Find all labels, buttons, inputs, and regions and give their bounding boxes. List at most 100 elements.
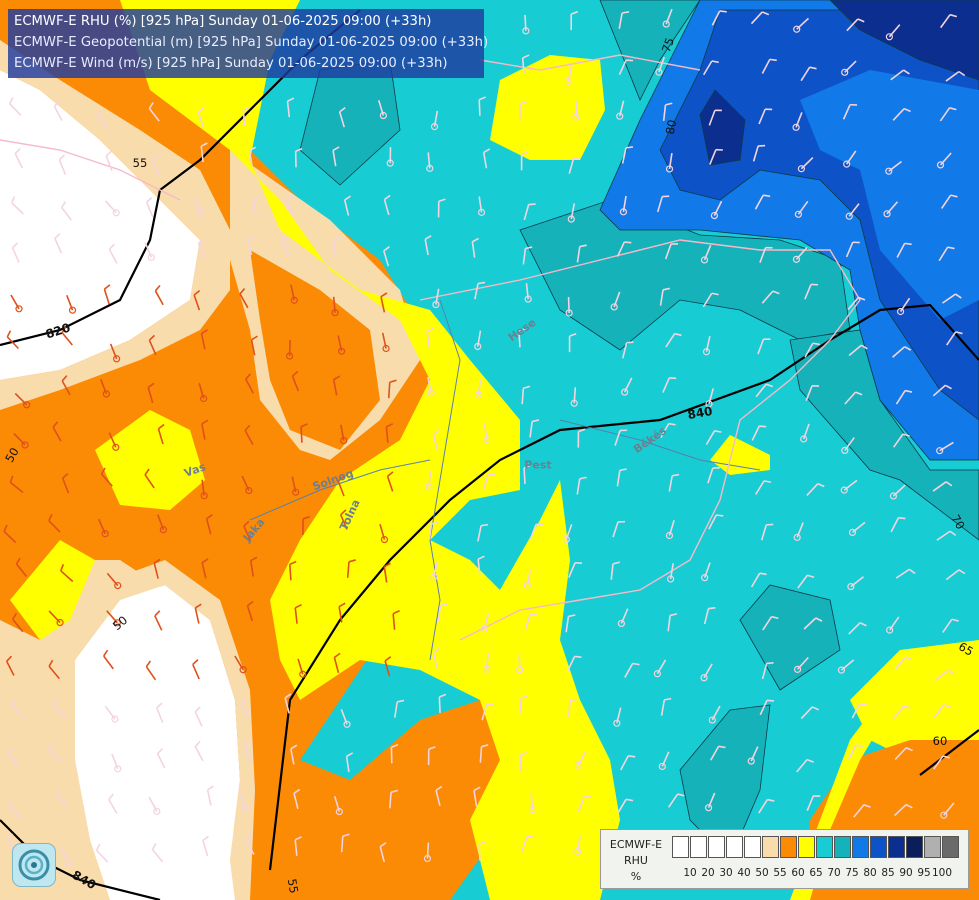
wind-barb-icon: [804, 284, 812, 300]
wind-barb-icon: [111, 753, 119, 770]
wind-barb-icon: [903, 705, 911, 709]
wind-barb-icon: [947, 246, 955, 250]
wind-barb-icon: [850, 576, 864, 588]
wind-barb-icon: [844, 437, 855, 451]
wind-barb-icon: [343, 199, 350, 216]
wind-barb-icon: [519, 697, 522, 714]
wind-barb-icon: [383, 246, 390, 252]
wind-barb-icon: [940, 14, 951, 29]
station-icon: [482, 665, 491, 673]
wind-barb-icon: [899, 297, 911, 312]
wind-barb-icon: [340, 836, 344, 853]
station-icon: [843, 160, 851, 168]
station-icon: [153, 807, 161, 815]
station-icon: [427, 389, 435, 397]
station-icon: [483, 435, 491, 444]
wind-barb-icon: [750, 11, 763, 25]
wind-barb-icon: [703, 663, 713, 679]
wind-barb-icon: [574, 655, 582, 658]
station-icon: [800, 435, 808, 443]
wind-barb-icon: [625, 146, 634, 149]
legend-model: ECMWF-E: [609, 838, 663, 851]
wind-barb-icon: [478, 99, 481, 116]
wind-barb-icon: [9, 806, 23, 819]
wind-barb-icon: [763, 480, 772, 484]
border: [479, 54, 701, 71]
wind-barb-icon: [847, 296, 860, 311]
station-icon: [700, 256, 709, 264]
wind-barb-icon: [521, 388, 525, 405]
station-icon: [113, 619, 121, 627]
wind-barb-icon: [714, 430, 722, 433]
wind-barb-icon: [144, 242, 153, 258]
station-icon: [886, 626, 894, 634]
river: [249, 459, 431, 521]
wind-barb-icon: [5, 660, 15, 676]
wind-barb-icon: [48, 520, 61, 533]
wind-barb-icon: [54, 238, 63, 254]
wind-barb-icon: [288, 564, 292, 581]
wind-barb-icon: [200, 142, 208, 147]
blue-inner: [800, 70, 979, 320]
wind-barb-icon: [3, 524, 8, 532]
wind-barb-icon: [817, 482, 825, 488]
legend-tick: 50: [755, 867, 769, 879]
wind-barb-icon: [665, 333, 676, 348]
wind-barb-icon: [426, 327, 434, 333]
wind-barb-icon: [61, 380, 71, 396]
wind-barb-icon: [15, 563, 28, 577]
legend-field: RHU: [624, 854, 648, 867]
wind-barb-icon: [750, 572, 761, 588]
wind-barb-icon: [281, 241, 290, 257]
wind-barb-icon: [521, 57, 525, 74]
wind-barb-icon: [522, 54, 530, 59]
wind-barb-icon: [103, 288, 110, 305]
legend-tick: 20: [701, 867, 715, 879]
wind-barb-icon: [890, 517, 900, 533]
wind-barb-icon: [521, 836, 528, 853]
wind-barb-icon: [245, 840, 255, 855]
wind-barb-icon: [518, 331, 521, 348]
wind-barb-icon: [851, 703, 861, 719]
legend-swatch: [816, 836, 833, 858]
wind-barb-icon: [108, 799, 118, 814]
wind-barb-icon: [904, 346, 912, 351]
place-label: Pest: [524, 458, 552, 472]
station-icon: [432, 300, 440, 309]
wind-barb-icon: [48, 743, 54, 751]
yellow-island-w: [95, 410, 205, 510]
station-icon: [616, 112, 624, 120]
wind-barb-icon: [949, 13, 958, 18]
station-icon: [516, 666, 524, 674]
wind-barb-icon: [340, 509, 347, 516]
wind-barb-icon: [394, 701, 398, 718]
wind-barb-icon: [945, 481, 953, 487]
wind-barb-icon: [8, 800, 14, 808]
wind-barb-icon: [156, 753, 166, 769]
wind-barb-icon: [344, 195, 351, 201]
wind-barb-icon: [144, 474, 155, 489]
wind-barb-icon: [759, 247, 767, 263]
wind-barb-icon: [761, 663, 768, 680]
station-icon: [896, 307, 905, 316]
wind-barb-icon: [52, 421, 59, 428]
teal-ne: [599, 0, 701, 101]
legend-swatch: [744, 836, 761, 858]
wind-barb-icon: [618, 59, 627, 75]
station-icon: [64, 858, 72, 866]
wind-barb-icon: [656, 196, 664, 213]
wind-barb-icon: [242, 106, 250, 111]
wind-barb-icon: [932, 481, 947, 492]
station-icon: [885, 33, 893, 41]
wind-barb-icon: [621, 342, 628, 359]
legend-swatch: [672, 836, 689, 858]
wind-barb-icon: [947, 669, 955, 675]
wind-barb-icon: [702, 60, 713, 76]
wind-barb-icon: [95, 843, 101, 851]
wind-barb-icon: [247, 239, 253, 256]
wind-barb-icon: [12, 618, 24, 633]
yellow-island-e: [710, 435, 770, 475]
wind-barb-icon: [667, 793, 679, 808]
legend-tick: 90: [899, 867, 913, 879]
